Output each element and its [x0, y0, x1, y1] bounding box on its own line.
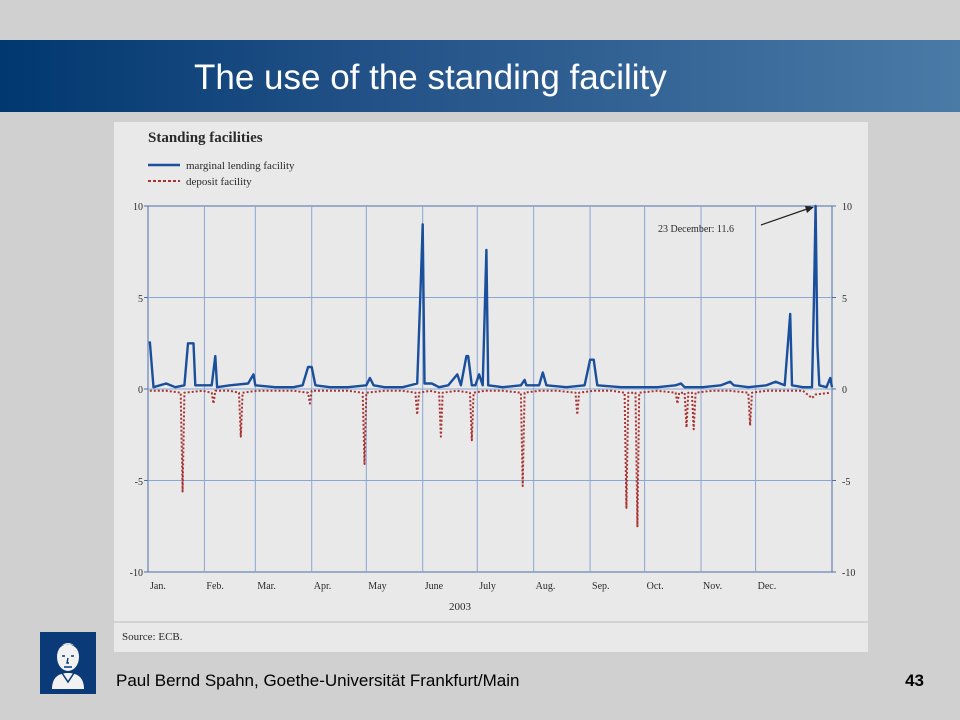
- x-tick-label: Sep.: [592, 581, 610, 592]
- annotation-arrow: [760, 208, 808, 226]
- x-tick-label: Feb.: [206, 581, 224, 592]
- x-tick-label: June: [425, 581, 444, 592]
- legend-marginal-label: marginal lending facility: [186, 160, 295, 172]
- chart-annotation: 23 December: 11.6: [658, 224, 734, 235]
- x-tick-label: Aug.: [536, 581, 556, 592]
- chart-svg: Standing facilities marginal lending fac…: [114, 130, 868, 643]
- slide-title: The use of the standing facility: [194, 58, 667, 97]
- page-number: 43: [905, 671, 924, 690]
- series-marginal-lending-line: [148, 204, 834, 389]
- footer-author: Paul Bernd Spahn, Goethe-Universität Fra…: [116, 671, 520, 690]
- legend-deposit-label: deposit facility: [186, 176, 252, 188]
- y-tick-left-neg10: -10: [130, 568, 143, 579]
- y-tick-left-neg5: -5: [135, 477, 143, 488]
- y-tick-left-0: 0: [138, 385, 143, 396]
- y-tick-left-10: 10: [133, 202, 143, 213]
- x-axis-label: 2003: [449, 601, 472, 613]
- x-tick-label: Jan.: [150, 581, 166, 592]
- x-tick-label: Oct.: [647, 581, 664, 592]
- axis-ticks: [144, 205, 836, 573]
- title-bar: [0, 40, 960, 112]
- goethe-portrait-icon: [40, 632, 96, 694]
- chart-title: Standing facilities: [148, 130, 263, 146]
- x-tick-label: July: [479, 581, 496, 592]
- chart-source: Source: ECB.: [122, 631, 183, 643]
- x-tick-label: Apr.: [314, 581, 332, 592]
- y-tick-left-5: 5: [138, 294, 143, 305]
- series-layer: [148, 204, 834, 528]
- y-tick-right-neg5: -5: [842, 477, 850, 488]
- chart-figure: Standing facilities marginal lending fac…: [114, 122, 868, 652]
- x-tick-labels: Jan. Feb. Mar. Apr. May June July Aug. Sep. Oct. N…: [150, 581, 776, 592]
- gridlines: [148, 206, 832, 572]
- y-tick-right-0: 0: [842, 385, 847, 396]
- y-tick-right-5: 5: [842, 294, 847, 305]
- x-tick-label: May: [368, 581, 386, 592]
- x-tick-label: Dec.: [758, 581, 777, 592]
- y-tick-right-neg10: -10: [842, 568, 855, 579]
- x-tick-label: Nov.: [703, 581, 722, 592]
- annotation-arrowhead: [805, 206, 814, 213]
- y-tick-right-10: 10: [842, 202, 852, 213]
- x-tick-label: Mar.: [257, 581, 276, 592]
